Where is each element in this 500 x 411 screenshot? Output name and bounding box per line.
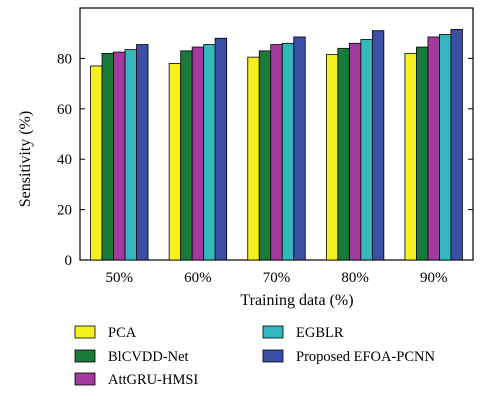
x-tick-label: 70%	[263, 270, 291, 286]
y-tick-label: 80	[57, 51, 72, 67]
y-tick-label: 60	[57, 102, 72, 118]
bar-proposed-efoa-pcnn-70pct	[293, 36, 306, 261]
x-ticks-group: 50% 60% 70% 80% 90%	[106, 270, 448, 286]
x-tick-label: 60%	[184, 270, 212, 286]
bar-pca-70pct	[247, 56, 260, 261]
x-tick-label: 50%	[106, 270, 134, 286]
x-tick-label: 80%	[341, 270, 369, 286]
bar-egblr-60pct	[203, 44, 216, 261]
bar-egblr-50pct	[124, 49, 137, 261]
bars-group	[90, 29, 463, 261]
legend-swatch-attgru-hmsi	[74, 372, 96, 386]
y-ticks-group: 0 20 40 60 80	[57, 51, 473, 269]
legend-label-attgru-hmsi: AttGRU-HMSI	[108, 372, 198, 388]
legend-swatch-proposed-efoa-pcnn	[262, 349, 284, 363]
bar-egblr-80pct	[360, 39, 373, 261]
bar-egblr-70pct	[281, 42, 295, 261]
bar-blcvdd-net-50pct	[101, 52, 114, 261]
bar-pca-80pct	[325, 54, 339, 261]
bar-proposed-efoa-pcnn-80pct	[371, 30, 385, 261]
bar-pca-90pct	[404, 52, 417, 261]
bar-blcvdd-net-70pct	[258, 50, 272, 261]
x-axis-label: Training data (%)	[240, 292, 353, 309]
legend-swatch-pca	[74, 325, 96, 339]
legend: PCA BlCVDD-Net AttGRU-HMSI EGBLR Proposed EF…	[74, 325, 435, 388]
bar-proposed-efoa-pcnn-90pct	[450, 29, 463, 261]
bar-pca-60pct	[168, 63, 182, 261]
y-tick-label: 0	[65, 253, 73, 269]
y-tick-label: 20	[57, 203, 72, 219]
bar-attgru-hmsi-90pct	[427, 36, 440, 261]
bar-proposed-efoa-pcnn-50pct	[136, 44, 149, 261]
legend-label-egblr: EGBLR	[296, 325, 344, 341]
bar-attgru-hmsi-70pct	[270, 44, 283, 261]
legend-label-blcvdd-net: BlCVDD-Net	[108, 349, 189, 365]
bar-blcvdd-net-60pct	[180, 50, 193, 261]
legend-label-pca: PCA	[108, 325, 137, 341]
legend-swatch-blcvdd-net	[74, 349, 96, 363]
x-tick-label: 90%	[420, 270, 448, 286]
bar-attgru-hmsi-50pct	[113, 51, 126, 261]
bar-attgru-hmsi-60pct	[191, 46, 205, 261]
legend-label-proposed-efoa-pcnn: Proposed EFOA-PCNN	[296, 349, 435, 365]
legend-swatch-egblr	[262, 325, 284, 339]
bar-proposed-efoa-pcnn-60pct	[214, 37, 228, 261]
y-axis-label: Sensitivity (%)	[17, 111, 34, 207]
y-tick-label: 40	[57, 152, 72, 168]
bar-blcvdd-net-80pct	[337, 47, 350, 261]
bar-attgru-hmsi-80pct	[348, 42, 362, 261]
bar-pca-50pct	[90, 65, 103, 261]
bar-blcvdd-net-90pct	[416, 46, 429, 261]
bar-egblr-90pct	[439, 34, 452, 261]
